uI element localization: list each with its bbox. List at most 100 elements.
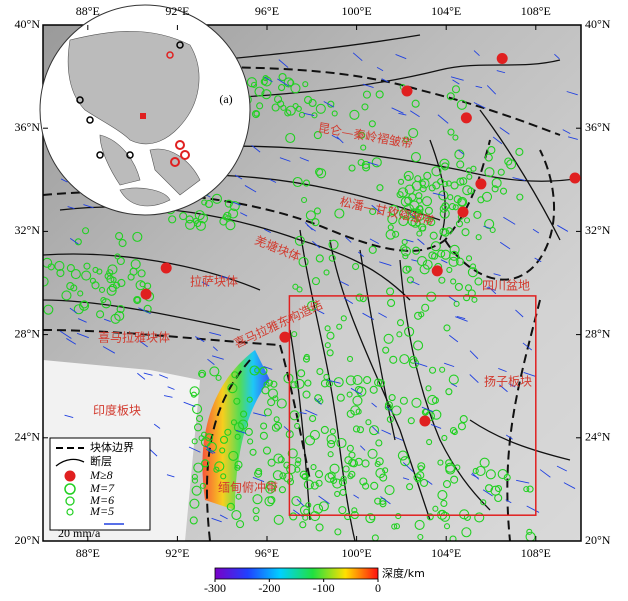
velocity-arrow (369, 238, 379, 245)
minor-quake (374, 460, 381, 468)
velocity-arrow (353, 494, 360, 499)
minor-quake (313, 207, 322, 215)
minor-quake (438, 276, 446, 284)
minor-quake (326, 349, 334, 357)
minor-quake (309, 511, 321, 522)
velocity-arrow (183, 401, 196, 407)
velocity-arrow (159, 374, 169, 379)
velocity-arrow (264, 76, 273, 83)
minor-quake (295, 457, 302, 464)
minor-quake (365, 513, 376, 524)
minor-quake (497, 469, 508, 480)
minor-quake (233, 397, 241, 405)
minor-quake (81, 270, 92, 281)
minor-quake (525, 531, 536, 541)
velocity-arrow (201, 281, 210, 287)
minor-quake (285, 132, 296, 144)
minor-quake (70, 284, 78, 292)
velocity-arrow (451, 383, 458, 387)
minor-quake (403, 136, 410, 143)
minor-quake (439, 366, 446, 373)
minor-quake (304, 379, 312, 387)
minor-quake (110, 313, 121, 324)
minor-quake (356, 426, 365, 434)
minor-quake (311, 218, 320, 227)
minor-quake (448, 256, 459, 267)
minor-quake (334, 528, 342, 536)
minor-quake (301, 473, 309, 481)
minor-quake (457, 196, 468, 207)
minor-quake (445, 462, 456, 473)
minor-quake (201, 199, 208, 206)
velocity-arrow (411, 259, 418, 262)
velocity-arrow (398, 112, 407, 116)
minor-quake (73, 304, 84, 315)
minor-quake (419, 478, 429, 487)
minor-quake (398, 216, 409, 227)
minor-quake (267, 496, 276, 505)
velocity-arrow (296, 498, 305, 507)
minor-quake (428, 251, 437, 260)
minor-quake (251, 109, 261, 119)
legend-label: 20 mm/a (58, 526, 101, 540)
minor-quake (234, 433, 241, 440)
minor-quake (447, 128, 455, 136)
minor-quake (375, 468, 386, 479)
velocity-arrow (411, 280, 420, 286)
velocity-arrow (557, 224, 569, 232)
velocity-arrow (381, 78, 389, 83)
minor-quake (313, 503, 324, 514)
legend-label: M=6 (89, 493, 114, 507)
minor-quake (273, 453, 284, 464)
minor-quake (387, 224, 394, 231)
minor-quake (376, 184, 384, 192)
minor-quake (336, 437, 347, 449)
velocity-arrow (326, 379, 341, 384)
minor-quake (235, 493, 242, 500)
minor-quake (362, 482, 370, 490)
minor-quake (360, 144, 367, 151)
minor-quake (416, 197, 423, 204)
minor-quake (386, 415, 394, 423)
minor-quake (302, 179, 310, 187)
lat-label: 32°N (15, 223, 41, 237)
velocity-arrow (457, 149, 465, 155)
velocity-arrow (516, 479, 530, 484)
minor-quake (284, 109, 292, 117)
minor-quake (334, 490, 341, 497)
minor-quake (224, 199, 233, 208)
minor-quake (456, 177, 465, 186)
legend-label: 断层 (90, 454, 112, 468)
minor-quake (198, 371, 206, 378)
velocity-arrow (391, 107, 404, 114)
minor-quake (289, 512, 298, 521)
velocity-arrow (318, 495, 330, 505)
minor-quake (413, 340, 424, 351)
minor-quake (265, 379, 273, 387)
minor-quake (253, 515, 260, 522)
minor-quake (466, 173, 473, 180)
minor-quake (295, 105, 302, 112)
minor-quake (346, 391, 353, 398)
minor-quake (54, 260, 65, 272)
velocity-arrow (212, 346, 218, 352)
minor-quake (79, 300, 90, 311)
minor-quake (279, 472, 287, 480)
minor-quake (370, 481, 379, 490)
lat-label: 40°N (15, 17, 41, 31)
minor-quake (222, 214, 229, 221)
minor-quake (480, 499, 487, 506)
velocity-arrow (76, 332, 89, 339)
velocity-arrow (534, 257, 542, 263)
velocity-arrow (432, 192, 445, 197)
velocity-arrow (402, 462, 414, 473)
large-quake (401, 85, 413, 97)
minor-quake (499, 187, 508, 195)
minor-quake (199, 482, 207, 489)
minor-quake (346, 444, 354, 452)
minor-quake (404, 326, 415, 337)
velocity-arrow (343, 297, 354, 305)
minor-quake (116, 256, 125, 266)
minor-quake (299, 521, 307, 529)
minor-quake (191, 473, 198, 480)
